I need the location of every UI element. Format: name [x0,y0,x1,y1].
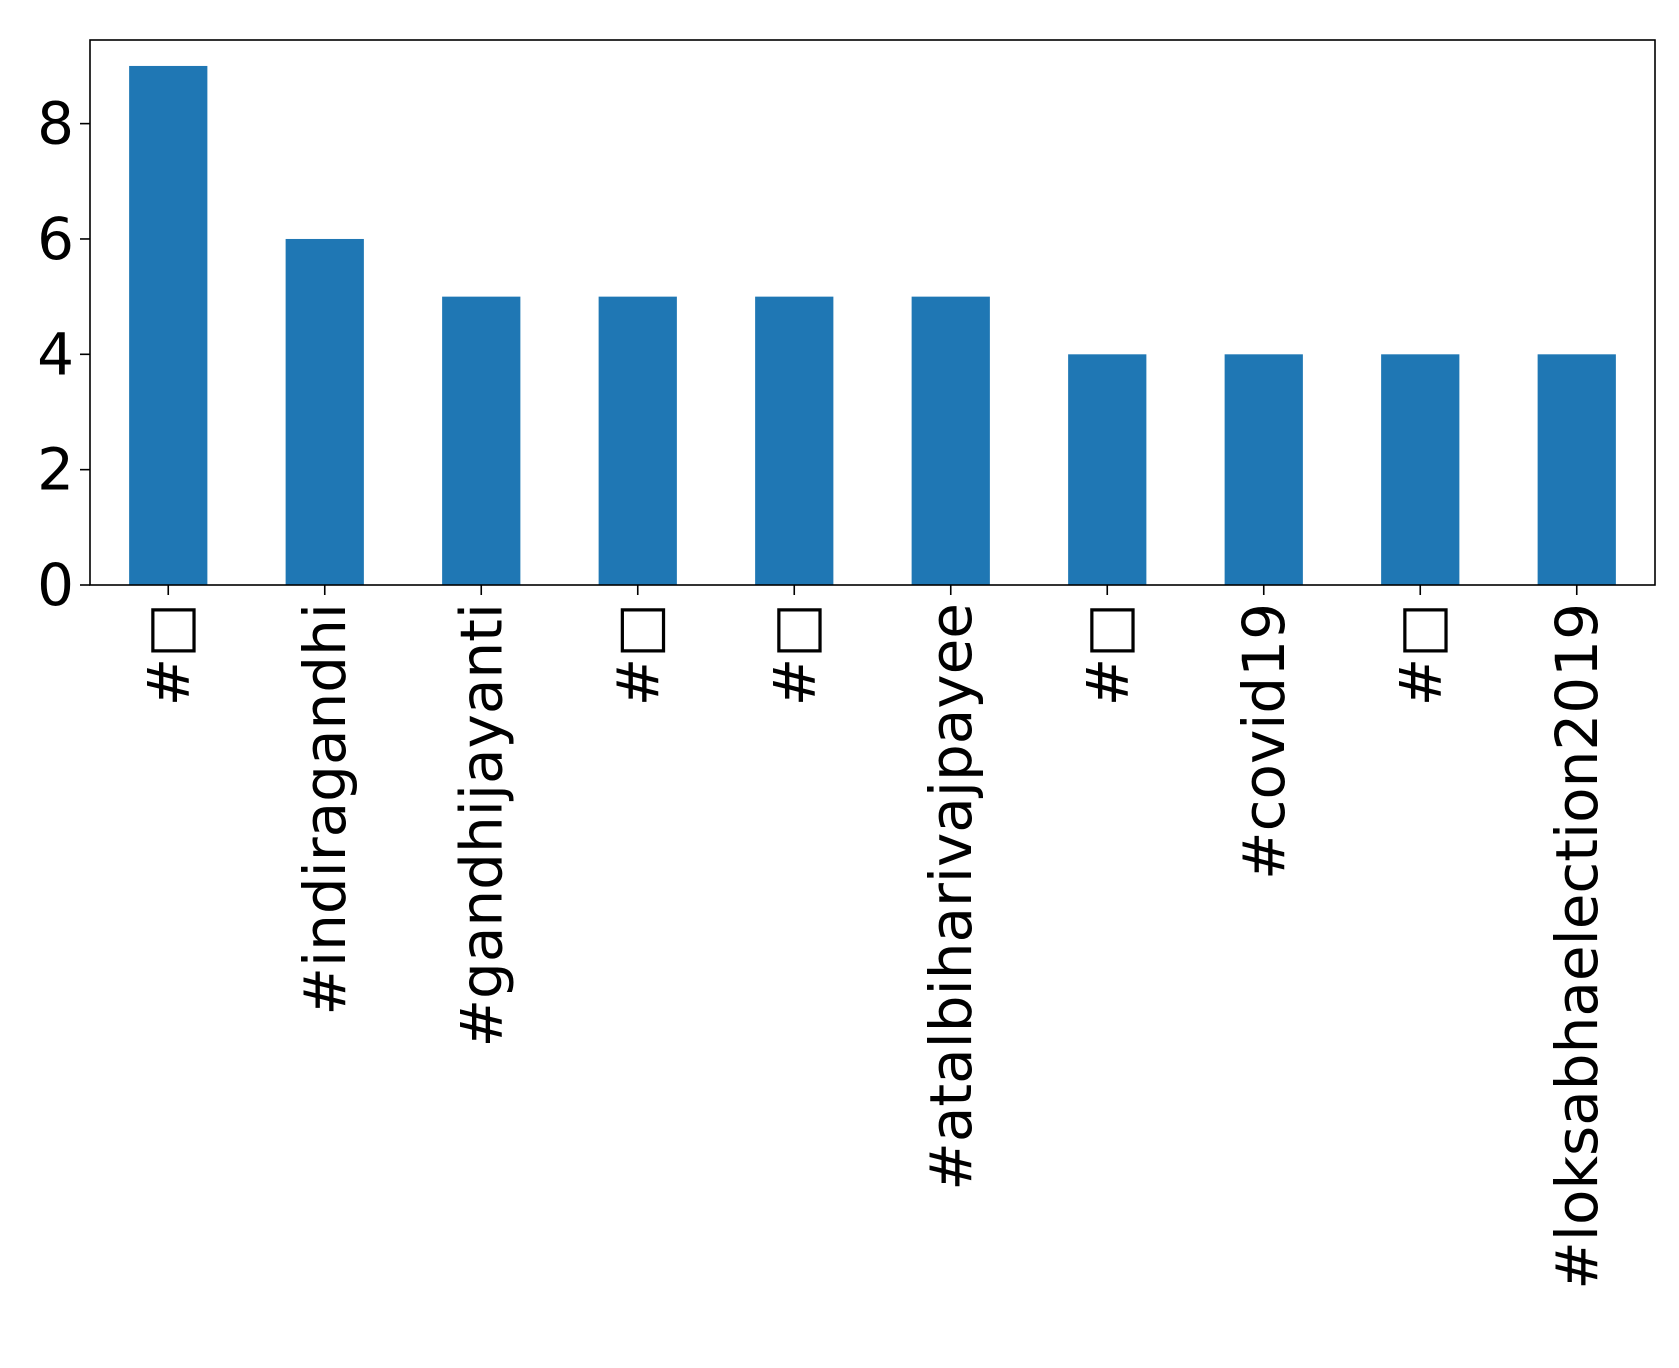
bar [1068,354,1147,585]
x-tick-label: #loksabhaelection2019 [1543,603,1611,1290]
y-tick-label: 8 [37,90,74,158]
bar [598,296,677,585]
x-tick-label: #□ [760,603,828,706]
x-tick-label: #covid19 [1230,603,1298,880]
x-tick-label: #□ [1073,603,1141,706]
bar [285,238,364,585]
bar [755,296,834,585]
x-tick-label: #□ [134,603,202,706]
plot-frame [89,39,1656,586]
bar [442,296,521,585]
x-axis: #□ #indiragandhi #gandhijayanti #□ #□ #atalbi… [134,585,1611,1290]
x-tick-label: #atalbiharivajpayee [917,603,985,1191]
y-tick-label: 2 [37,436,74,504]
x-tick-label: #□ [604,603,672,706]
x-tick-label: #indiragandhi [291,603,359,1016]
bar [1381,354,1460,585]
bar [129,65,208,585]
bar [1224,354,1303,585]
y-tick-label: 0 [37,551,74,619]
y-axis: 0 2 4 6 8 [37,90,90,619]
bar [911,296,990,585]
y-tick-label: 6 [37,205,74,273]
y-tick-label: 4 [37,320,74,388]
x-tick-label: #gandhijayanti [447,603,515,1048]
x-tick-label: #□ [1386,603,1454,706]
bar [1537,354,1616,585]
bars-group [129,65,1616,585]
